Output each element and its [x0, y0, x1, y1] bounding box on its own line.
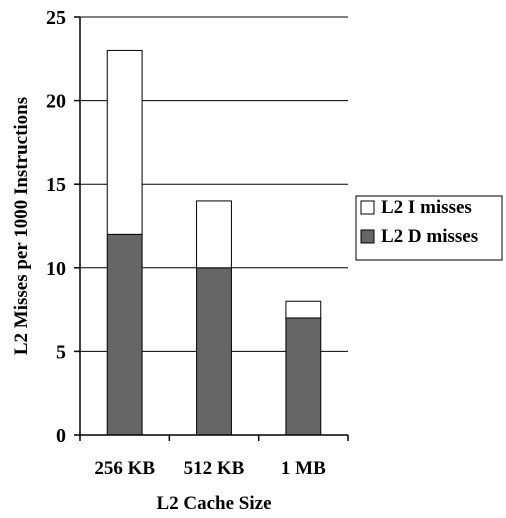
bar-i-misses [196, 200, 232, 269]
bar-d-misses [106, 233, 143, 436]
y-tick-label: 5 [56, 341, 66, 363]
legend: L2 I misses L2 D misses [355, 195, 503, 261]
y-tick-label: 15 [46, 174, 66, 196]
y-tick-label: 20 [46, 91, 66, 113]
x-tick-label: 1 MB [281, 458, 326, 479]
y-tick-label: 25 [46, 7, 66, 29]
x-tick-label: 512 KB [184, 458, 245, 479]
bars [106, 49, 322, 436]
legend-label: L2 D misses [381, 226, 478, 247]
legend-swatch [360, 229, 375, 244]
legend-label: L2 I misses [381, 197, 472, 218]
y-tick-label: 0 [56, 425, 66, 447]
bar-d-misses [285, 317, 322, 436]
x-axis-categories: 256 KB 512 KB 1 MB [79, 435, 349, 479]
y-axis-label: L2 Misses per 1000 Instructions [11, 97, 32, 355]
legend-swatch [360, 200, 375, 215]
y-tick-label: 10 [46, 258, 66, 280]
legend-box [355, 195, 503, 261]
bar-i-misses [106, 49, 143, 235]
bar-d-misses [196, 267, 232, 436]
x-axis-label: L2 Cache Size [156, 493, 271, 514]
y-axis-ticks: 0 5 10 15 20 25 [46, 7, 80, 447]
x-tick-label: 256 KB [94, 458, 155, 479]
axes [79, 17, 348, 436]
bar-i-misses [285, 300, 322, 319]
